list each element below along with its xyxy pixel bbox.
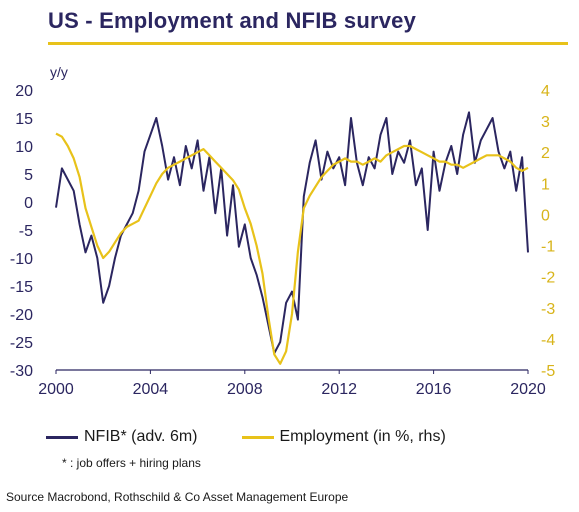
left-tick-label: 0 [24,195,33,212]
right-tick-label: -1 [541,239,555,256]
left-tick-label: 5 [24,167,33,184]
legend-label-nfib: NFIB* (adv. 6m) [84,428,198,445]
right-tick-label: 4 [541,83,550,100]
source-note: Source Macrobond, Rothschild & Co Asset … [6,490,349,504]
left-tick-label: 20 [15,83,33,100]
x-tick-label: 2020 [510,381,546,398]
legend-swatch-employment [241,435,274,439]
left-tick-label: -10 [10,251,33,268]
left-tick-label: 10 [15,139,33,156]
left-tick-label: -20 [10,307,33,324]
right-tick-label: 0 [541,207,550,224]
right-tick-label: -5 [541,363,555,380]
right-tick-label: 2 [541,145,550,162]
x-tick-label: 2008 [227,381,263,398]
right-axis-ticks: 4 3 2 1 0 -1 -2 -3 -4 -5 [541,83,555,380]
title-underline [48,42,568,45]
x-tick-label: 2012 [321,381,357,398]
right-tick-label: 1 [541,176,550,193]
right-tick-label: 3 [541,114,550,131]
series-line-nfib [55,111,529,355]
left-tick-label: 15 [15,111,33,128]
left-tick-label: -30 [10,363,33,380]
legend-item-nfib: NFIB* (adv. 6m) [46,428,198,446]
x-axis-ticks: 2000 2004 2008 2012 2016 2020 [38,370,546,398]
x-tick-label: 2004 [133,381,169,398]
legend-label-employment: Employment (in %, rhs) [279,428,446,445]
y-axis-unit-label: y/y [50,64,68,80]
left-tick-label: -25 [10,335,33,352]
right-tick-label: -3 [541,301,555,318]
series-group [55,111,529,365]
left-axis-ticks: 20 15 10 5 0 -5 -10 -15 -20 -25 -30 [10,83,33,380]
left-tick-label: -15 [10,279,33,296]
footnote: * : job offers + hiring plans [62,456,201,470]
x-tick-label: 2016 [416,381,452,398]
x-tick-label: 2000 [38,381,74,398]
legend-swatch-nfib [46,435,78,439]
legend-item-employment: Employment (in %, rhs) [241,428,446,446]
legend: NFIB* (adv. 6m) Employment (in %, rhs) [46,428,490,446]
chart-title: US - Employment and NFIB survey [48,8,417,33]
right-tick-label: -2 [541,270,555,287]
series-line-employment [55,132,529,365]
left-tick-label: -5 [19,223,33,240]
right-tick-label: -4 [541,332,555,349]
